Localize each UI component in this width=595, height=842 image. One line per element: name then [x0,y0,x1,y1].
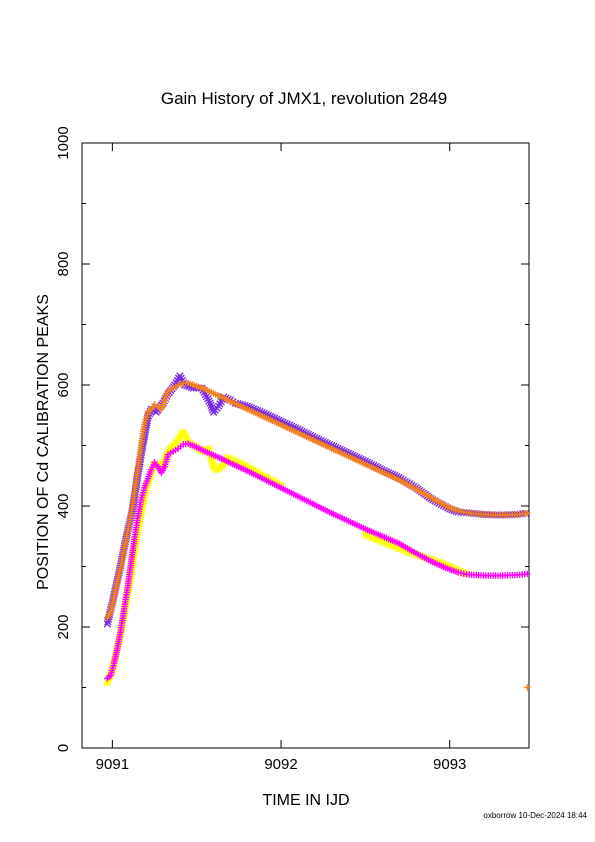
x-axis-label: TIME IN IJD [262,792,349,809]
y-axis-label: POSITION OF Cd CALIBRATION PEAKS [35,294,52,590]
y-tick-label: 200 [55,614,72,639]
chart-title: Gain History of JMX1, revolution 2849 [161,89,447,108]
y-tick-label: 600 [55,372,72,397]
x-tick-label: 9093 [433,756,466,773]
data-point [151,401,158,408]
axis-ticks: 9091 9092 9093 0 200 400 600 800 1000 [55,126,529,773]
data-point [524,510,531,517]
data-point [206,399,214,407]
data-point [524,570,531,577]
y-tick-label: 400 [55,493,72,518]
y-tick-label: 1000 [55,126,72,159]
data-points [103,372,531,691]
x-tick-label: 9091 [96,756,129,773]
footer-stamp: oxborrow 10-Dec-2024 18:44 [483,811,587,820]
data-point [524,684,531,691]
data-point [209,406,217,414]
plot-frame [81,142,530,749]
y-tick-label: 800 [55,251,72,276]
y-tick-label: 0 [55,744,72,752]
x-tick-label: 9092 [264,756,297,773]
